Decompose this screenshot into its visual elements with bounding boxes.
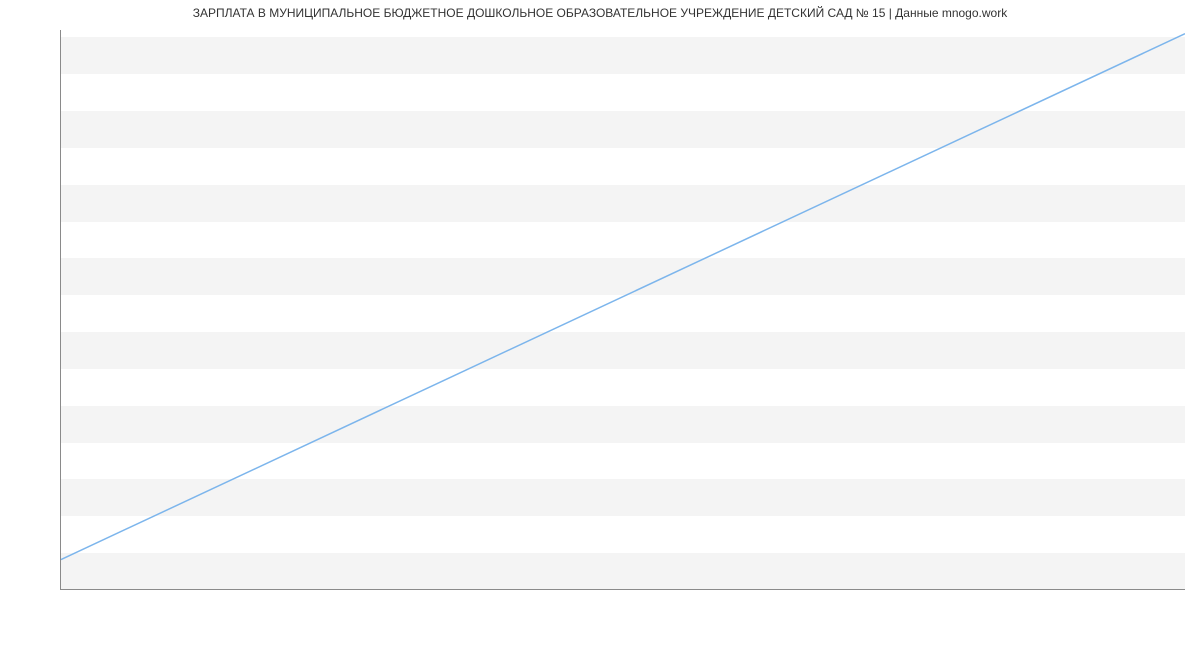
y-tick-mark xyxy=(60,479,61,480)
y-tick-mark xyxy=(60,258,61,259)
y-tick-mark xyxy=(60,111,61,112)
chart-title: ЗАРПЛАТА В МУНИЦИПАЛЬНОЕ БЮДЖЕТНОЕ ДОШКО… xyxy=(0,6,1200,20)
y-tick-mark xyxy=(60,443,61,444)
y-tick-mark xyxy=(60,406,61,407)
y-tick-mark xyxy=(60,295,61,296)
y-tick-mark xyxy=(60,74,61,75)
y-tick-mark xyxy=(60,222,61,223)
y-tick-mark xyxy=(60,369,61,370)
x-tick-label: 2023 xyxy=(1174,589,1185,590)
y-tick-label: 13500 xyxy=(60,584,61,590)
y-tick-mark xyxy=(60,148,61,149)
line-layer xyxy=(61,30,1185,589)
y-tick-mark xyxy=(60,332,61,333)
series-line-salary xyxy=(61,34,1185,560)
x-tick-mark xyxy=(61,589,62,590)
x-tick-label: 2022 xyxy=(60,589,73,590)
y-tick-mark xyxy=(60,185,61,186)
y-tick-mark xyxy=(60,37,61,38)
salary-chart: ЗАРПЛАТА В МУНИЦИПАЛЬНОЕ БЮДЖЕТНОЕ ДОШКО… xyxy=(0,0,1200,650)
y-tick-mark xyxy=(60,553,61,554)
y-tick-mark xyxy=(60,516,61,517)
plot-area: 1350014000145001500015500160001650017000… xyxy=(60,30,1185,590)
